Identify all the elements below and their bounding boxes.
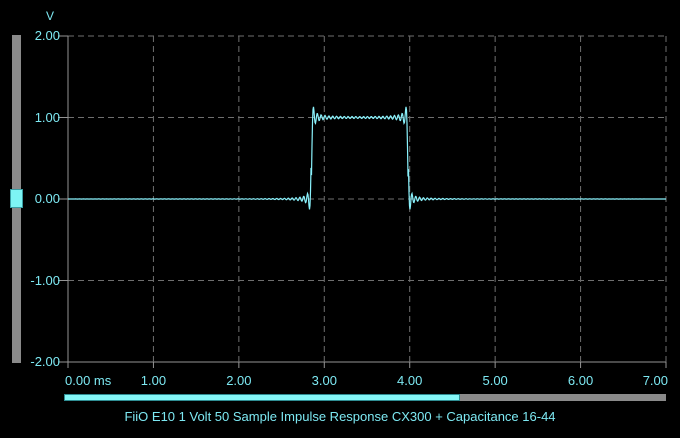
x-tick-label: 5.00 — [482, 373, 508, 388]
y-tick-label: 1.00 — [34, 109, 60, 125]
y-tick-label: -2.00 — [30, 354, 60, 369]
y-tick-label: -1.00 — [30, 272, 60, 288]
y-axis-unit-label: V — [46, 9, 55, 23]
x-tick-label: 6.00 — [567, 373, 594, 388]
impulse-trace — [68, 106, 666, 210]
x-tick-label: 7.00 — [642, 373, 668, 388]
x-tick-label: 1.00 — [140, 373, 167, 388]
x-tick-label: 2.00 — [226, 373, 252, 388]
horizontal-scrollbar-track[interactable] — [459, 394, 666, 401]
chart-caption: FiiO E10 1 Volt 50 Sample Impulse Respon… — [124, 409, 556, 424]
x-tick-label: 0.00 ms — [65, 373, 112, 388]
horizontal-scrollbar-filled[interactable] — [64, 394, 460, 401]
vertical-scrollbar-thumb[interactable] — [10, 189, 23, 208]
y-tick-label: 2.00 — [34, 28, 60, 43]
x-tick-label: 4.00 — [397, 373, 423, 388]
y-tick-label: 0.00 — [34, 191, 60, 206]
x-tick-label: 3.00 — [311, 373, 337, 388]
